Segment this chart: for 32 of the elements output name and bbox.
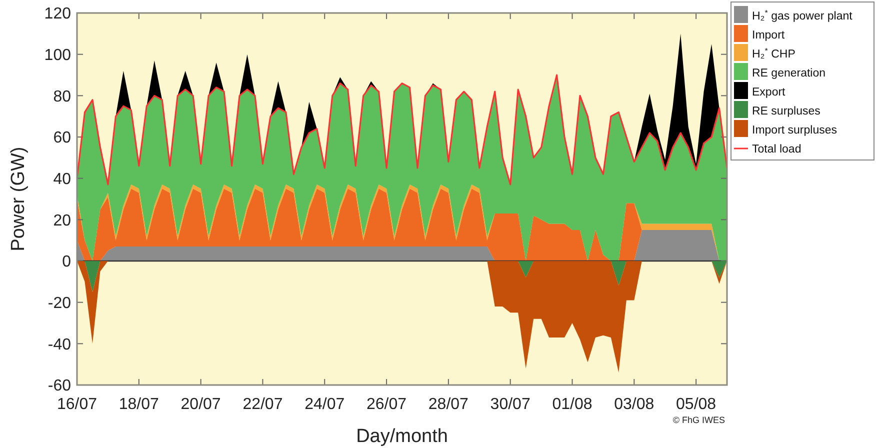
x-tick-label: 20/07: [180, 396, 221, 413]
legend-label: Import surpluses: [752, 124, 838, 136]
x-tick-label: 05/08: [676, 396, 716, 413]
y-tick-label: 20: [53, 212, 72, 230]
legend-label: Import: [752, 30, 786, 42]
x-tick-label: 26/07: [366, 396, 407, 413]
x-tick-label: 01/08: [552, 396, 592, 413]
x-tick-label: 30/07: [490, 396, 530, 413]
x-axis-title: Day/month: [356, 426, 448, 447]
y-axis-title: Power (GW): [8, 146, 29, 252]
y-tick-label: 100: [44, 46, 72, 64]
x-tick-label: 16/07: [56, 396, 98, 413]
legend-label: RE surpluses: [752, 106, 821, 118]
x-tick-label: 22/07: [242, 396, 283, 413]
legend-label: Total load: [752, 144, 802, 156]
y-tick-label: 0: [62, 254, 72, 271]
legend-label: RE generation: [752, 68, 826, 80]
y-tick-label: -60: [48, 378, 72, 395]
y-tick-label: 40: [53, 170, 72, 188]
x-tick-label: 18/07: [118, 396, 160, 413]
y-tick-label: 60: [53, 130, 72, 147]
x-tick-label: 28/07: [428, 396, 469, 413]
legend-label: Export: [752, 86, 786, 98]
y-tick-label: 80: [53, 88, 72, 106]
legend-label: H₂$^{*}$ CHP: [752, 46, 796, 60]
y-tick-label: -20: [48, 294, 72, 312]
x-tick-label: 24/07: [304, 396, 345, 413]
text: © FhG IWES: [672, 415, 725, 425]
x-tick-label: 03/08: [614, 396, 654, 413]
legend-label: H₂$^{*}$ gas power plant: [752, 8, 854, 22]
y-tick-label: -40: [48, 336, 72, 354]
y-tick-label: 120: [44, 6, 72, 23]
